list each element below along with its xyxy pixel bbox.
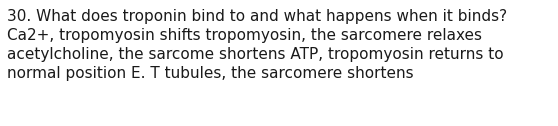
- Text: 30. What does troponin bind to and what happens when it binds?
Ca2+, tropomyosin: 30. What does troponin bind to and what …: [7, 9, 507, 81]
